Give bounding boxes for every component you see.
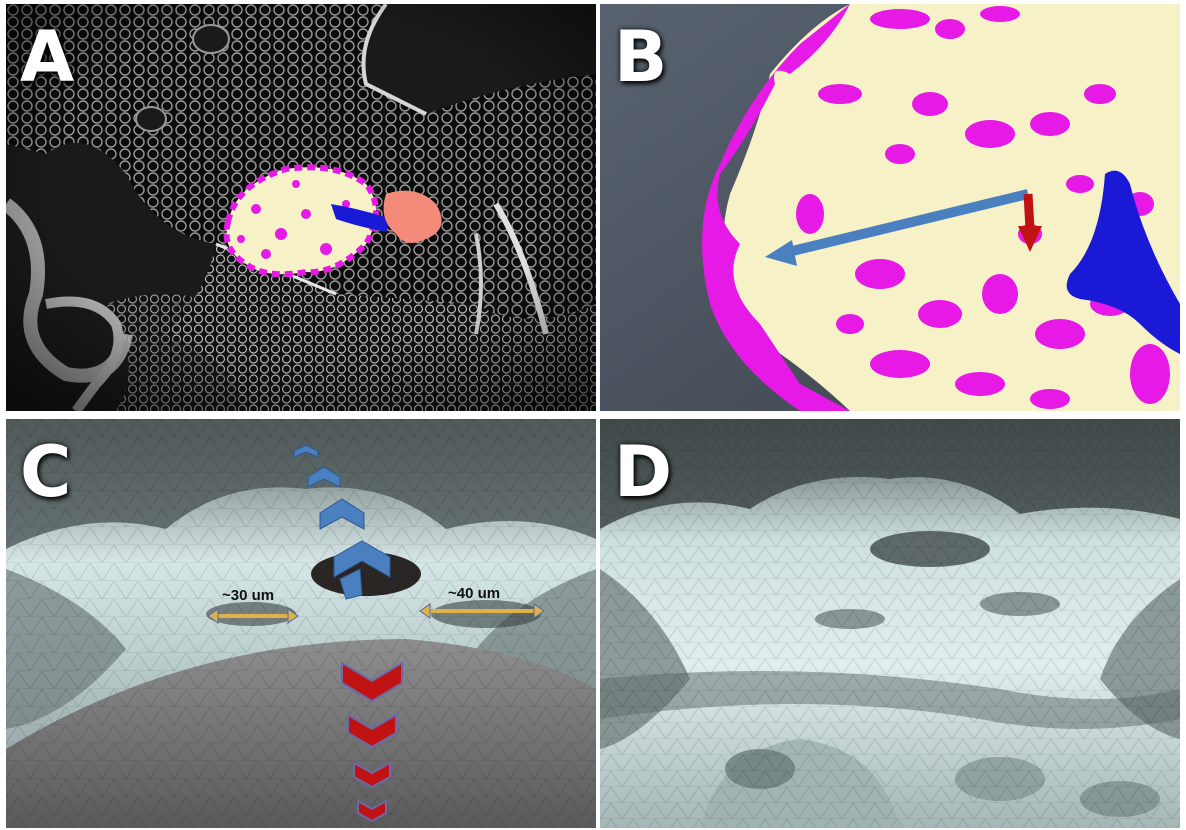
panel-c-image [6,419,596,828]
blue-chevrons [293,444,391,600]
blue-arrow [778,189,1030,259]
panel-b-image [600,4,1180,411]
pink-surface-patches [702,4,1170,411]
measure-arrow-right [419,603,545,619]
panel-a-label: A [20,16,75,98]
blue-vessel-3d [1066,170,1180,354]
red-chevrons [341,661,403,823]
panel-c-label: C [20,431,72,513]
panel-a-image [6,4,596,411]
panel-c: C ~30 um ~40 um [6,419,596,828]
panel-b: B [600,4,1180,411]
red-arrow [1023,193,1035,230]
panel-b-label: B [614,16,668,98]
panel-d: D [600,419,1180,828]
measure-arrow-left [207,608,299,624]
panel-d-image [600,419,1180,828]
panel-d-label: D [614,431,673,513]
measure-left-label: ~30 um [222,587,275,604]
measure-right-label: ~40 um [448,585,501,602]
panel-a: A [6,4,596,411]
